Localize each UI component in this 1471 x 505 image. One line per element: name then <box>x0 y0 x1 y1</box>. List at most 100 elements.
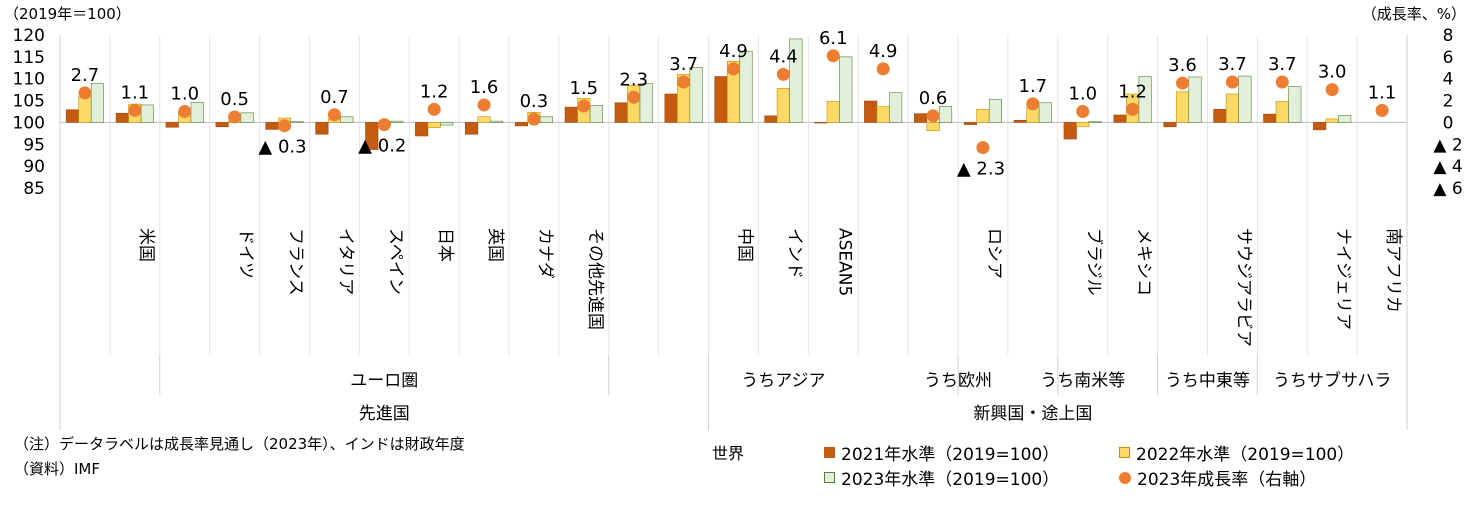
category-label: メキシコ <box>1134 228 1154 296</box>
bar-2023 <box>589 105 603 123</box>
data-label: 1.0 <box>1068 84 1097 105</box>
chart-source: （資料）IMF <box>14 460 100 478</box>
bar-2023 <box>1288 86 1302 123</box>
group-label: うちアジア <box>741 371 825 391</box>
bar-2021 <box>65 109 79 123</box>
category-label: ドイツ <box>236 228 256 279</box>
data-label: 1.7 <box>1019 76 1048 97</box>
bar-2021 <box>864 100 878 123</box>
bar-2022 <box>926 122 940 132</box>
bar-2023 <box>539 116 553 123</box>
data-label: 3.6 <box>1168 55 1197 76</box>
bar-2022 <box>776 88 790 123</box>
growth-point <box>128 103 142 117</box>
bar-2023 <box>440 122 454 126</box>
left-tick-label: 110 <box>13 70 45 90</box>
growth-point <box>1225 75 1239 89</box>
legend-label-growth: 2023年成長率（右軸） <box>1137 470 1317 490</box>
legend-swatch-2022 <box>1119 447 1130 458</box>
category-label: 日本 <box>435 228 455 262</box>
bar-2022 <box>477 116 491 123</box>
bar-2021 <box>814 122 828 124</box>
category-label: スペイン <box>385 228 405 295</box>
category-label: ブラジル <box>1084 228 1105 296</box>
bar-2022 <box>1275 101 1289 123</box>
group-label: うち南米等 <box>1040 371 1125 391</box>
bar-2023 <box>140 104 154 123</box>
category-label: ロシア <box>984 228 1004 279</box>
data-label: 1.2 <box>420 81 449 102</box>
category-label: ASEAN5 <box>834 228 854 296</box>
category-label: インド <box>784 228 804 279</box>
bar-2021 <box>1313 122 1327 131</box>
legend-swatch-growth <box>1119 471 1131 484</box>
bar-2022 <box>1225 93 1239 123</box>
bar-2021 <box>1163 122 1177 128</box>
category-label: ナイジェリア <box>1333 228 1353 330</box>
bar-2021 <box>614 102 628 123</box>
bar-2022 <box>1076 122 1090 128</box>
bar-2023 <box>190 102 204 123</box>
bar-2021 <box>1063 122 1077 140</box>
bar-2023 <box>490 120 504 123</box>
growth-point <box>1126 102 1140 116</box>
bar-2021 <box>764 115 778 123</box>
data-label: ▲ 0.3 <box>258 137 306 158</box>
data-label: 1.6 <box>470 77 499 98</box>
growth-point <box>577 99 591 113</box>
data-label: 1.1 <box>1368 82 1397 103</box>
growth-point <box>327 108 341 122</box>
data-label: 1.1 <box>121 82 150 103</box>
bar-2023 <box>739 50 753 123</box>
bar-2023 <box>1088 121 1102 123</box>
data-label: 1.0 <box>170 84 199 105</box>
data-label: 0.7 <box>320 87 349 108</box>
group-label: うち中東等 <box>1165 371 1250 391</box>
left-tick-label: 85 <box>23 179 45 199</box>
group-label: ユーロ圏 <box>350 371 418 391</box>
legend-item-growth: 2023年成長率（右軸） <box>1119 465 1316 490</box>
bar-2021 <box>914 113 928 123</box>
right-tick-label: ▲ 6 <box>1433 179 1462 199</box>
data-label: 4.4 <box>769 46 798 67</box>
group-label-advanced: 先進国 <box>359 404 410 424</box>
growth-point <box>876 62 890 76</box>
growth-point <box>776 67 790 81</box>
left-tick-label: 105 <box>13 92 45 112</box>
legend-item-2023: 2023年水準（2019=100） <box>824 465 1059 490</box>
growth-point <box>1375 103 1389 117</box>
growth-point <box>627 90 641 104</box>
left-tick-label: 115 <box>13 48 45 68</box>
bar-2023 <box>1138 76 1152 123</box>
right-tick-label: 8 <box>1443 26 1454 46</box>
bar-2023 <box>240 112 254 123</box>
data-label: 6.1 <box>819 28 848 49</box>
bar-2021 <box>365 122 379 150</box>
bar-2023 <box>1238 75 1252 123</box>
legend-label-2021: 2021年水準（2019=100） <box>841 445 1060 465</box>
legend-swatch-2021 <box>824 447 835 458</box>
growth-point <box>1026 97 1040 111</box>
data-label: 2.3 <box>619 69 648 90</box>
bar-2021 <box>963 122 977 125</box>
bar-2021 <box>265 122 279 130</box>
category-label: 米国 <box>136 228 156 262</box>
left-tick-label: 100 <box>13 113 45 133</box>
legend-label-2023: 2023年水準（2019=100） <box>841 470 1060 490</box>
bar-2022 <box>78 95 92 123</box>
legend-label-2022: 2022年水準（2019=100） <box>1136 445 1355 465</box>
bar-2022 <box>427 122 441 128</box>
growth-point <box>477 98 491 112</box>
bar-2021 <box>564 106 578 123</box>
category-label: サウジアラビア <box>1233 228 1253 347</box>
data-label: 3.7 <box>1268 54 1297 75</box>
growth-point <box>278 119 291 133</box>
bar-2023 <box>889 92 903 123</box>
chart-note: （注）データラベルは成長率見通し（2023年）、インドは財政年度 <box>14 435 465 453</box>
right-tick-label: 0 <box>1443 113 1454 133</box>
bar-2022 <box>876 106 890 123</box>
growth-point <box>926 109 940 123</box>
right-tick-label: ▲ 4 <box>1433 157 1462 177</box>
category-label: 南アフリカ <box>1383 228 1403 313</box>
